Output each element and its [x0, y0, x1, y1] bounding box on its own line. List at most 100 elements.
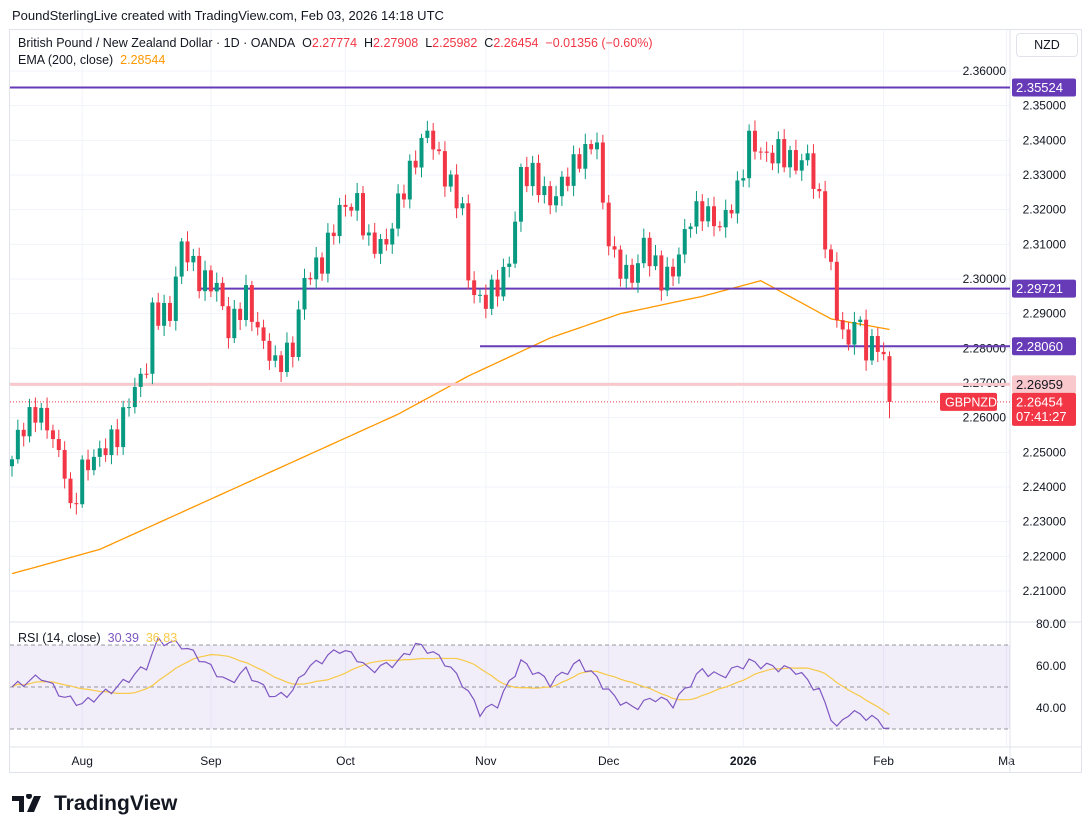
rsi-tick-label: 80.00 — [1036, 617, 1066, 631]
candle — [10, 455, 14, 477]
candle — [442, 141, 447, 197]
candle — [712, 196, 716, 237]
candle — [203, 260, 208, 301]
candle — [132, 377, 137, 414]
candle — [600, 134, 605, 210]
candle — [431, 123, 436, 160]
candle-body — [641, 237, 646, 264]
candle-body — [624, 264, 629, 279]
candle-body — [396, 193, 401, 229]
candle-body — [226, 306, 231, 339]
candle-body — [103, 448, 108, 456]
candle-body — [284, 342, 289, 372]
symbol-label: GBPNZD — [945, 395, 997, 409]
candle — [103, 438, 108, 462]
candle — [559, 171, 564, 207]
candle-body — [829, 249, 833, 262]
symbol-title[interactable]: British Pound / New Zealand Dollar · 1D … — [18, 36, 296, 50]
candle-body — [390, 228, 395, 245]
candle — [308, 272, 313, 285]
candle — [747, 124, 752, 188]
candle — [478, 289, 482, 303]
candle-body — [478, 294, 482, 296]
close-value: 2.26454 — [493, 36, 539, 50]
candle — [852, 311, 857, 355]
candle-body — [846, 329, 851, 345]
candle — [717, 221, 722, 232]
candle-body — [799, 160, 804, 171]
price-tick-label: 2.23000 — [1023, 515, 1067, 529]
candle — [343, 194, 348, 217]
candle — [191, 248, 196, 272]
candle — [858, 316, 863, 327]
candle-body — [554, 196, 559, 206]
candle-body — [191, 255, 196, 263]
candle-body — [454, 174, 459, 209]
candle — [45, 397, 50, 439]
price-tick-label: 2.30000 — [963, 272, 1007, 286]
candle-body — [127, 407, 131, 409]
candle-body — [448, 174, 453, 187]
candle — [378, 234, 383, 264]
candle — [536, 154, 541, 203]
candle-body — [15, 429, 20, 460]
candle — [869, 329, 874, 365]
time-tick-label: Aug — [72, 754, 93, 768]
candle-body — [255, 321, 260, 328]
candle — [507, 256, 512, 278]
candle — [150, 297, 155, 385]
candle-body — [361, 193, 365, 236]
candle-body — [115, 429, 120, 448]
candle-body — [513, 221, 518, 264]
candle-body — [109, 429, 114, 456]
candle — [548, 181, 553, 215]
candle — [448, 170, 453, 192]
ema-label[interactable]: EMA (200, close) — [18, 53, 114, 67]
candle-body — [33, 407, 38, 423]
candle — [694, 191, 699, 234]
rsi-label[interactable]: RSI (14, close) — [18, 631, 101, 645]
candle — [56, 429, 61, 458]
high-value: 2.27908 — [373, 36, 419, 50]
currency-button[interactable]: NZD — [1016, 33, 1078, 57]
candle-body — [869, 336, 874, 361]
candle-body — [173, 276, 178, 321]
time-tick-label: Dec — [598, 754, 619, 768]
candle-body — [431, 130, 436, 150]
candle-body — [864, 319, 869, 361]
candle — [121, 400, 126, 455]
candle — [501, 258, 506, 301]
candle — [688, 223, 693, 238]
candle-body — [805, 153, 810, 161]
price-tick-label: 2.35000 — [1023, 99, 1067, 113]
candle — [665, 257, 670, 297]
candle-body — [56, 439, 61, 451]
candle-body — [91, 456, 96, 471]
candle — [15, 419, 20, 464]
candle — [62, 441, 67, 489]
time-tick-label: Sep — [200, 754, 222, 768]
candle — [542, 176, 547, 204]
candle-body — [86, 459, 91, 471]
candle — [115, 419, 120, 456]
candle-body — [875, 336, 880, 352]
candle-body — [197, 255, 202, 292]
candle-body — [682, 229, 687, 255]
candle-body — [296, 309, 301, 357]
price-tick-label: 2.33000 — [1023, 168, 1067, 182]
candle-body — [840, 320, 845, 330]
candle-body — [501, 266, 506, 297]
candle-body — [565, 176, 570, 186]
candle — [384, 228, 389, 251]
candle-body — [308, 277, 313, 280]
candle-body — [665, 266, 670, 291]
candle-body — [635, 263, 640, 283]
price-tick-label: 2.29000 — [1023, 307, 1067, 321]
candle — [366, 224, 371, 246]
tradingview-logo[interactable]: TradingView — [12, 792, 177, 816]
open-label: O — [302, 36, 312, 50]
candle — [138, 368, 143, 398]
candle-body — [811, 153, 816, 189]
candle-body — [735, 180, 740, 214]
